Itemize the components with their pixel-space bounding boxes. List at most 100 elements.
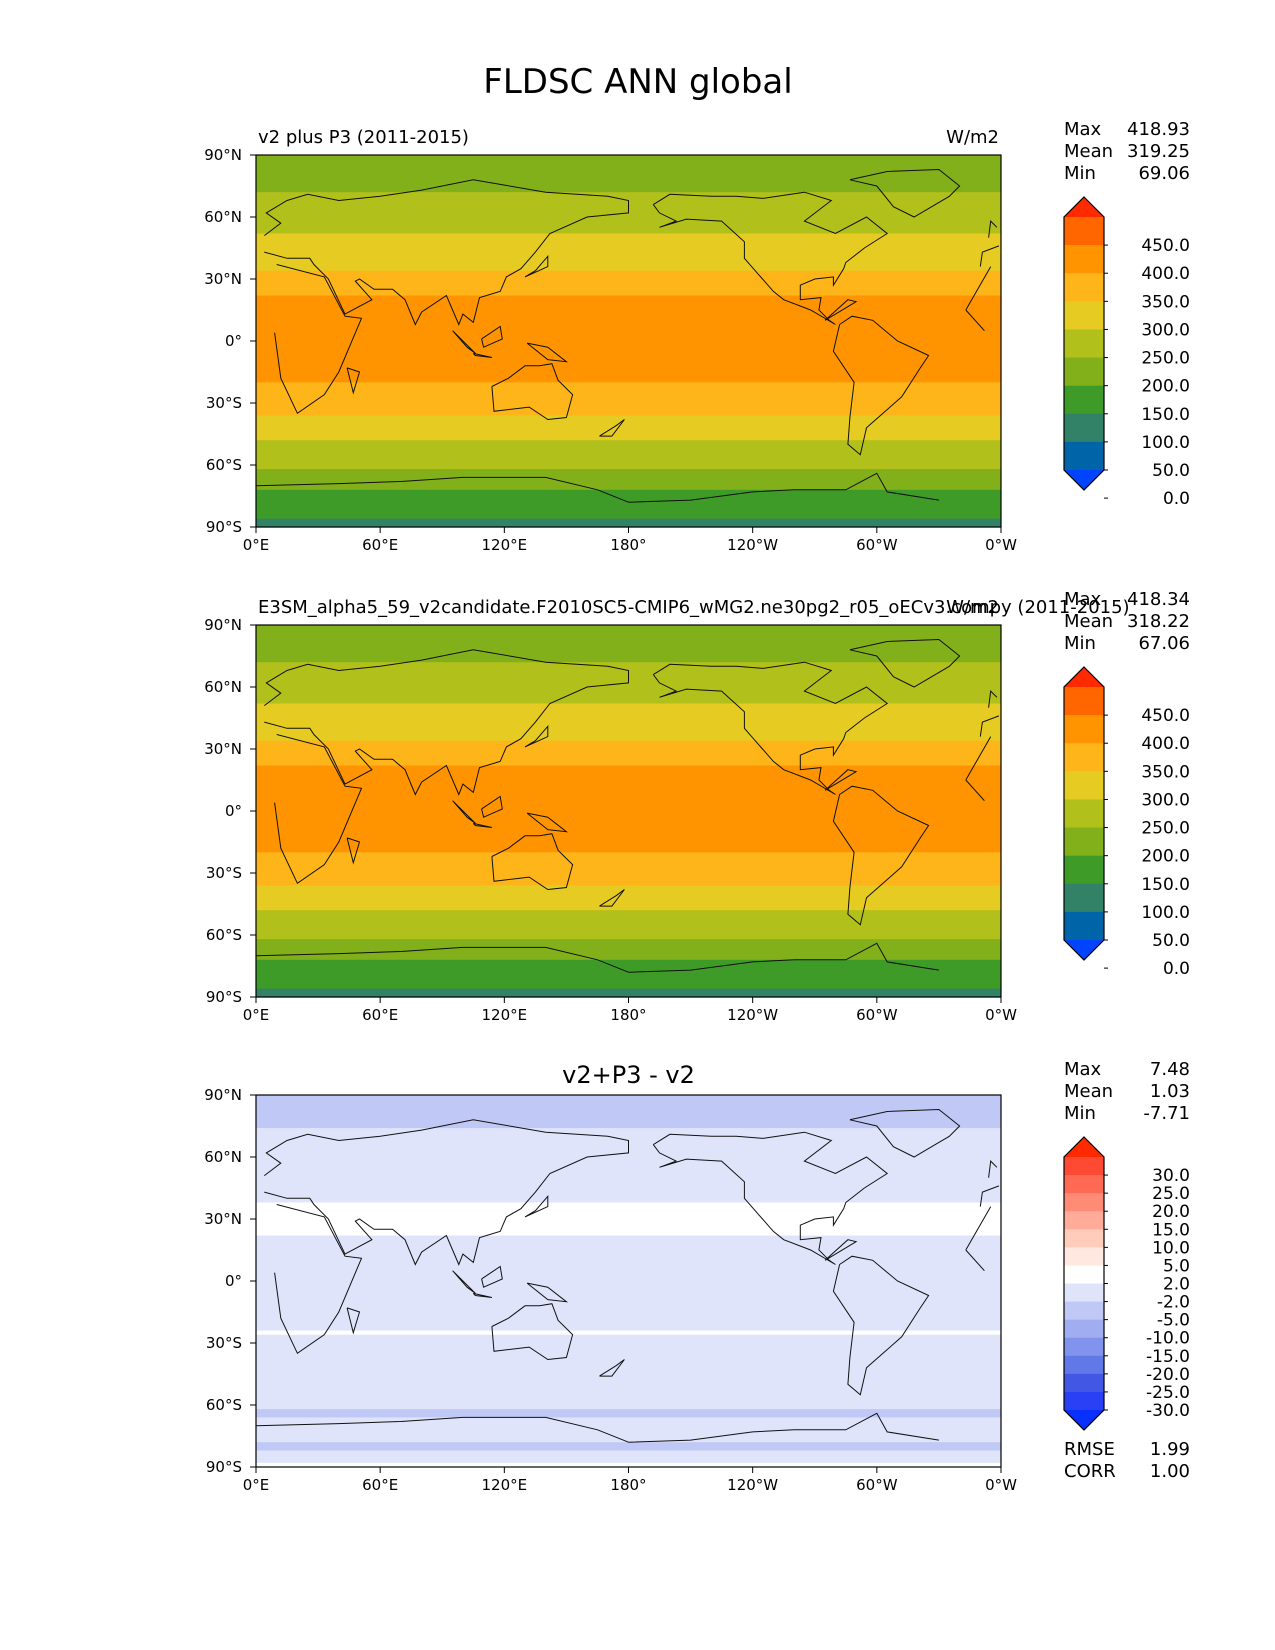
y-tick-label: 0° [225, 802, 242, 820]
coastline [491, 1303, 574, 1361]
footer-stat-label: RMSE [1064, 1439, 1115, 1460]
colorbar-segment [1064, 1265, 1104, 1284]
map-band [256, 328, 1001, 334]
map-band [256, 522, 1001, 528]
map-band [256, 972, 1001, 977]
colorbar-label: 20.0 [1152, 1202, 1190, 1222]
map-band [256, 1227, 1001, 1232]
map-band [256, 988, 1001, 994]
y-tick-label: 30°N [204, 740, 242, 758]
coastline [452, 800, 476, 824]
map-band [256, 341, 1001, 346]
map-band [256, 839, 1001, 845]
colorbar-label: -2.0 [1157, 1293, 1190, 1313]
colorbar-label: 2.0 [1163, 1275, 1190, 1295]
map-band [256, 1231, 1001, 1237]
colorbar-extend-max [1064, 1137, 1104, 1157]
map-band [256, 819, 1001, 824]
stat-label: Mean [1064, 1081, 1113, 1102]
x-tick-label: 120°W [727, 1006, 778, 1024]
map-band [256, 167, 1001, 173]
colorbar-label: 100.0 [1141, 433, 1190, 453]
map-band [256, 1409, 1001, 1414]
map-band [256, 1442, 1001, 1447]
map-band [256, 856, 1001, 862]
units-label: W/m2 [946, 597, 999, 618]
colorbar-segment [1064, 855, 1104, 885]
y-tick-label: 60°N [204, 208, 242, 226]
map-band [256, 1363, 1001, 1369]
x-tick-label: 180° [610, 1006, 646, 1024]
map-band [256, 159, 1001, 164]
map-band [256, 456, 1001, 462]
map-band [256, 469, 1001, 474]
coastline [481, 1265, 503, 1288]
colorbar-label: 150.0 [1141, 875, 1190, 895]
map-band [256, 641, 1001, 647]
panel-reference: E3SM_alpha5_59_v2candidate.F2010SC5-CMIP… [204, 589, 1190, 1024]
map-band [256, 481, 1001, 487]
x-tick-label: 180° [610, 1476, 646, 1494]
coastline [524, 1194, 549, 1218]
map-band [256, 1107, 1001, 1113]
colorbar-extend-min [1064, 470, 1104, 490]
map-band [256, 1252, 1001, 1257]
map-band [256, 761, 1001, 767]
coastline [849, 638, 961, 688]
map-band [256, 444, 1001, 450]
coastline [481, 325, 503, 348]
coastline [832, 1255, 930, 1396]
map-band [256, 1165, 1001, 1170]
map-band [256, 1376, 1001, 1381]
colorbar-outline [1063, 1136, 1105, 1431]
map-band [256, 411, 1001, 416]
map-band [256, 279, 1001, 284]
map-band [256, 1210, 1001, 1216]
map-band [256, 736, 1001, 742]
map-band [256, 794, 1001, 800]
map-band [256, 682, 1001, 688]
map-band [256, 1289, 1001, 1294]
map-band [256, 728, 1001, 734]
map-band [256, 262, 1001, 268]
colorbar-segment [1064, 1229, 1104, 1248]
colorbar-segment [1064, 1337, 1104, 1357]
map-band [256, 707, 1001, 713]
map-band [256, 250, 1001, 255]
map-band [256, 1318, 1001, 1323]
x-tick-label: 120°E [482, 1476, 528, 1494]
coastline [832, 785, 930, 926]
map-band [256, 217, 1001, 222]
map-band [256, 823, 1001, 829]
map-band [256, 1396, 1001, 1402]
map-band [256, 485, 1001, 491]
map-band [256, 357, 1001, 363]
map-band [256, 163, 1001, 168]
map-band [256, 1206, 1001, 1212]
map-band [256, 835, 1001, 841]
map-band [256, 460, 1001, 466]
colorbar-label: 5.0 [1163, 1256, 1190, 1276]
colorbar-extend-max [1064, 197, 1104, 217]
stat-value: 69.06 [1138, 163, 1190, 184]
map-band [256, 1103, 1001, 1108]
colorbar-segment [1064, 217, 1104, 246]
map-band [256, 790, 1001, 796]
map-band [256, 431, 1001, 437]
coastline [524, 254, 549, 278]
map-band [256, 765, 1001, 771]
colorbar-label: 30.0 [1152, 1166, 1190, 1186]
map-band [256, 782, 1001, 787]
coastline [346, 367, 361, 395]
colorbar-segment [1064, 441, 1104, 471]
colorbar-segment [1064, 743, 1104, 772]
map-band [256, 1185, 1001, 1191]
map-band [256, 724, 1001, 729]
map-band [256, 473, 1001, 478]
map-band [256, 864, 1001, 870]
map-band [256, 976, 1001, 982]
map-band [256, 885, 1001, 891]
map-band [256, 658, 1001, 663]
colorbar-label: -15.0 [1146, 1347, 1190, 1367]
map-band [256, 773, 1001, 779]
